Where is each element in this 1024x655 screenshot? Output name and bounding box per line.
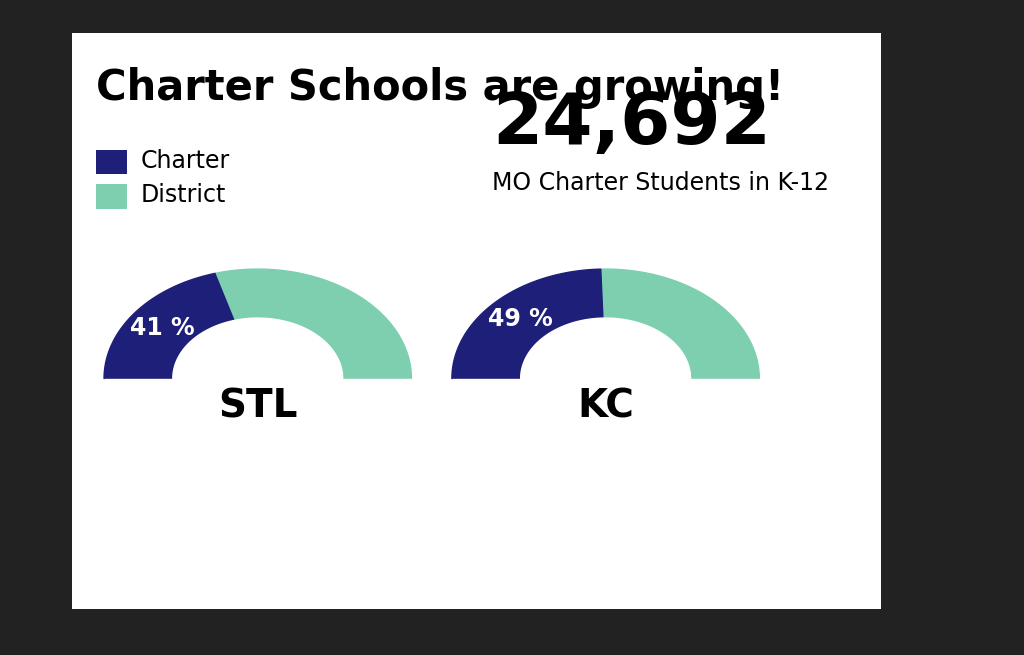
FancyBboxPatch shape: [96, 184, 127, 208]
Polygon shape: [215, 269, 412, 379]
Text: MO Charter Students in K-12: MO Charter Students in K-12: [493, 171, 829, 195]
Text: KC: KC: [578, 387, 634, 425]
FancyBboxPatch shape: [72, 33, 881, 609]
Text: 49 %: 49 %: [487, 307, 552, 331]
Polygon shape: [520, 318, 690, 379]
Polygon shape: [173, 318, 343, 379]
Text: 41 %: 41 %: [130, 316, 195, 339]
Text: Charter: Charter: [140, 149, 229, 173]
Polygon shape: [104, 273, 234, 379]
Text: STL: STL: [218, 387, 298, 425]
Polygon shape: [452, 269, 603, 379]
Text: Charter Schools are growing!: Charter Schools are growing!: [96, 67, 784, 109]
Text: District: District: [140, 183, 226, 207]
FancyBboxPatch shape: [96, 150, 127, 174]
Text: 24,692: 24,692: [493, 90, 771, 159]
Polygon shape: [601, 269, 760, 379]
